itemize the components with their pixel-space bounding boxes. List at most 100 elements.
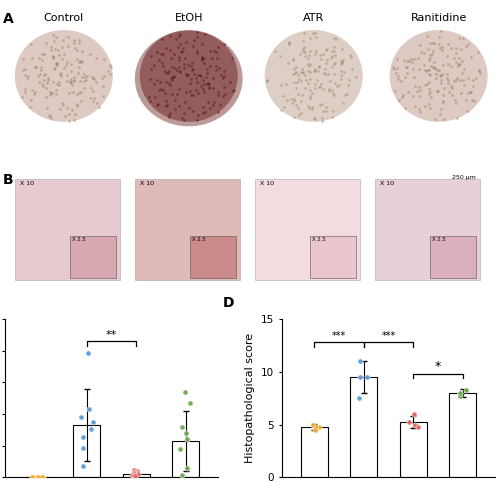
Point (474, 49, 482, 56)
Point (200, 59, 208, 67)
Point (285, 40, 293, 47)
Point (429, 47, 437, 54)
Point (163, 102, 171, 109)
Point (324, 87, 332, 95)
Point (389, 63, 397, 71)
Point (73, 46, 81, 54)
Point (130, 472, 138, 480)
Point (469, 76, 477, 83)
Point (212, 62, 220, 70)
Point (426, 71, 434, 79)
Point (162, 102, 170, 110)
Point (436, 79, 444, 87)
Point (188, 92, 196, 99)
Point (294, 105, 302, 112)
Point (182, 70, 190, 78)
Point (394, 72, 402, 80)
Point (50, 78, 58, 86)
Point (426, 40, 434, 47)
Point (220, 83, 228, 91)
Point (65, 117, 73, 124)
Point (306, 94, 314, 102)
Point (173, 66, 181, 74)
Point (76, 413, 84, 420)
Point (146, 66, 154, 73)
Point (54, 78, 62, 85)
Point (209, 84, 217, 92)
Point (70, 36, 78, 44)
Point (162, 79, 170, 86)
Point (178, 471, 186, 479)
Point (454, 63, 462, 70)
Point (397, 77, 405, 85)
Point (297, 67, 305, 75)
Bar (70, 236, 116, 278)
Point (38, 55, 46, 63)
Point (21, 85, 29, 93)
Point (190, 42, 198, 50)
Point (200, 54, 208, 62)
Point (470, 82, 478, 90)
Point (41, 70, 49, 78)
Point (444, 60, 452, 68)
Point (430, 115, 438, 122)
Point (318, 117, 326, 125)
Point (352, 74, 360, 81)
Point (300, 43, 308, 51)
Point (316, 55, 324, 63)
Point (83, 72, 91, 80)
Point (52, 86, 60, 94)
Point (304, 54, 312, 62)
Point (189, 91, 197, 99)
Point (297, 97, 305, 105)
Point (175, 56, 183, 64)
Point (182, 388, 190, 396)
Point (212, 49, 220, 56)
Point (426, 100, 434, 108)
Point (172, 105, 179, 113)
Point (160, 62, 168, 70)
Point (426, 54, 434, 62)
Point (168, 63, 176, 71)
Point (214, 108, 222, 116)
Point (437, 76, 445, 84)
Point (214, 54, 222, 62)
Point (462, 387, 470, 394)
Point (20, 88, 28, 96)
Point (304, 79, 312, 86)
Text: X 10: X 10 (380, 181, 394, 186)
Point (401, 104, 409, 112)
Point (284, 40, 292, 47)
Point (304, 104, 312, 111)
Point (464, 40, 472, 48)
Point (66, 79, 74, 86)
Text: ATR: ATR (303, 13, 324, 24)
Point (230, 86, 238, 94)
Point (316, 101, 324, 109)
Point (298, 91, 306, 98)
Point (206, 62, 214, 70)
Point (214, 91, 222, 99)
Point (304, 60, 312, 68)
Point (331, 52, 339, 59)
Point (427, 62, 435, 69)
Point (292, 69, 300, 77)
Point (52, 45, 60, 53)
Point (182, 429, 190, 437)
Point (339, 99, 347, 107)
Point (444, 79, 452, 87)
Point (214, 43, 222, 51)
Point (328, 63, 336, 70)
Point (86, 50, 94, 58)
Point (296, 51, 304, 58)
Point (314, 67, 322, 75)
Point (58, 68, 66, 76)
Point (68, 88, 76, 96)
Point (448, 84, 456, 92)
Point (332, 59, 340, 67)
Point (192, 50, 200, 57)
Point (37, 66, 45, 74)
Point (338, 56, 346, 64)
Point (447, 44, 455, 52)
Point (79, 433, 87, 441)
